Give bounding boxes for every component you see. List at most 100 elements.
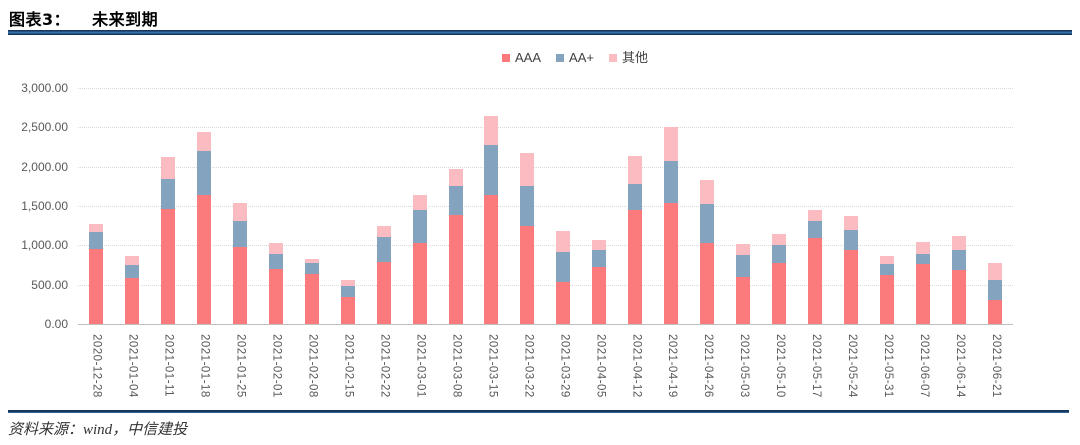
bar-segment-AAA	[951, 269, 966, 324]
legend-item-AA+: AA+	[556, 51, 594, 64]
bar-segment-AA+	[879, 263, 894, 276]
x-tick-label: 2021-06-07	[918, 334, 931, 398]
figure-label: 图表3：	[9, 10, 71, 29]
gridline	[78, 206, 1013, 207]
bar-2021-03-22	[520, 153, 535, 324]
x-tick-label: 2021-05-31	[882, 334, 895, 398]
bar-2021-02-01	[268, 242, 283, 324]
bar-segment-AAA	[124, 277, 139, 324]
bar-segment-AAA	[232, 246, 247, 324]
y-tick-label: 1,000.00	[21, 238, 68, 253]
x-tick-label: 2021-04-26	[702, 334, 715, 398]
bar-segment-AAA	[772, 262, 787, 324]
gridline	[78, 284, 1013, 286]
bar-segment-其他	[628, 156, 643, 184]
x-tick-slot: 2021-01-18	[186, 330, 222, 404]
bar-segment-AAA	[628, 210, 643, 324]
x-tick-label: 2021-06-14	[953, 334, 966, 398]
bar-2021-01-04	[124, 255, 139, 324]
bar-segment-其他	[700, 179, 715, 205]
bar-segment-AA+	[268, 253, 283, 269]
bar-segment-AA+	[484, 145, 499, 195]
bar-segment-AA+	[556, 251, 571, 282]
bar-segment-AAA	[268, 268, 283, 324]
bar-segment-AA+	[448, 185, 463, 216]
bar-segment-AA+	[843, 230, 858, 250]
bar-segment-其他	[520, 153, 535, 187]
bar-segment-AAA	[160, 209, 175, 324]
y-tick-label: 2,000.00	[21, 159, 68, 174]
x-tick-slot: 2020-12-28	[78, 330, 114, 404]
bar-segment-AAA	[412, 242, 427, 324]
legend-item-其他: 其他	[608, 51, 648, 64]
x-tick-label: 2021-04-05	[594, 334, 607, 398]
x-tick-label: 2021-03-01	[414, 334, 427, 398]
bar-segment-其他	[879, 255, 894, 264]
bar-segment-AAA	[592, 266, 607, 324]
x-tick-label: 2021-02-15	[342, 334, 355, 398]
bar-segment-AAA	[520, 226, 535, 324]
source-note: 资料来源：wind，中信建投	[8, 422, 188, 438]
bar-2021-05-10	[772, 233, 787, 324]
bar-segment-AAA	[808, 238, 823, 324]
bar-2021-05-17	[808, 210, 823, 324]
bar-segment-AA+	[304, 263, 319, 274]
bar-segment-其他	[304, 258, 319, 264]
bar-segment-AA+	[88, 231, 103, 250]
bar-segment-AA+	[915, 253, 930, 265]
bar-segment-AAA	[340, 296, 355, 324]
x-tick-slot: 2021-03-01	[402, 330, 438, 404]
x-tick-label: 2021-03-22	[522, 334, 535, 398]
bar-segment-其他	[232, 202, 247, 221]
bar-segment-其他	[484, 115, 499, 146]
bar-2021-03-08	[448, 169, 463, 324]
bar-segment-其他	[736, 243, 751, 255]
bar-segment-AA+	[520, 186, 535, 227]
bar-2021-01-25	[232, 202, 247, 324]
bar-segment-AA+	[987, 279, 1002, 300]
bar-segment-AAA	[376, 262, 391, 324]
x-tick-slot: 2021-01-25	[222, 330, 258, 404]
legend-item-AAA: AAA	[502, 51, 541, 64]
x-tick-label: 2021-02-22	[378, 334, 391, 398]
x-tick-label: 2021-01-25	[234, 334, 247, 398]
x-tick-label: 2021-02-08	[306, 334, 319, 398]
bar-2021-02-22	[376, 226, 391, 324]
legend-label: AA+	[569, 50, 594, 65]
x-tick-slot: 2021-06-07	[905, 330, 941, 404]
x-tick-label: 2021-01-04	[126, 334, 139, 398]
bar-segment-AA+	[340, 286, 355, 297]
gridline	[78, 88, 1013, 89]
bar-segment-其他	[987, 263, 1002, 280]
x-tick-slot: 2021-02-22	[366, 330, 402, 404]
x-tick-slot: 2021-03-22	[510, 330, 546, 404]
legend-marker-icon	[502, 53, 511, 62]
bar-segment-AAA	[843, 249, 858, 324]
x-tick-slot: 2021-03-08	[438, 330, 474, 404]
bar-2021-03-01	[412, 194, 427, 324]
bar-segment-其他	[556, 230, 571, 252]
y-tick-label: 1,500.00	[21, 199, 68, 213]
bar-2021-04-12	[628, 156, 643, 324]
bar-segment-AAA	[987, 299, 1002, 324]
bar-segment-其他	[951, 236, 966, 251]
bar-segment-AAA	[879, 275, 894, 324]
bar-segment-AA+	[376, 237, 391, 263]
bar-segment-其他	[772, 233, 787, 245]
bar-segment-AA+	[664, 160, 679, 203]
figure-title: 图表3： 未来到期	[9, 6, 158, 30]
bar-2021-06-21	[987, 263, 1002, 324]
bar-segment-AA+	[808, 220, 823, 239]
bar-2021-04-19	[664, 127, 679, 324]
y-axis-labels: 3,000.00 2,500.00 2,000.00 1,500.00 1,000.00…	[0, 42, 68, 404]
bar-segment-其他	[124, 255, 139, 265]
x-axis-labels: 2020-12-28 2021-01-04 2021-01-11 2021-01-18…	[78, 330, 1013, 404]
bar-segment-AAA	[915, 264, 930, 324]
bar-segment-其他	[160, 156, 175, 180]
bar-segment-其他	[88, 223, 103, 232]
bar-2021-02-15	[340, 280, 355, 324]
x-tick-slot: 2021-05-10	[761, 330, 797, 404]
x-tick-label: 2021-05-24	[846, 334, 859, 398]
bar-segment-其他	[448, 169, 463, 186]
bar-2021-01-18	[196, 132, 211, 324]
